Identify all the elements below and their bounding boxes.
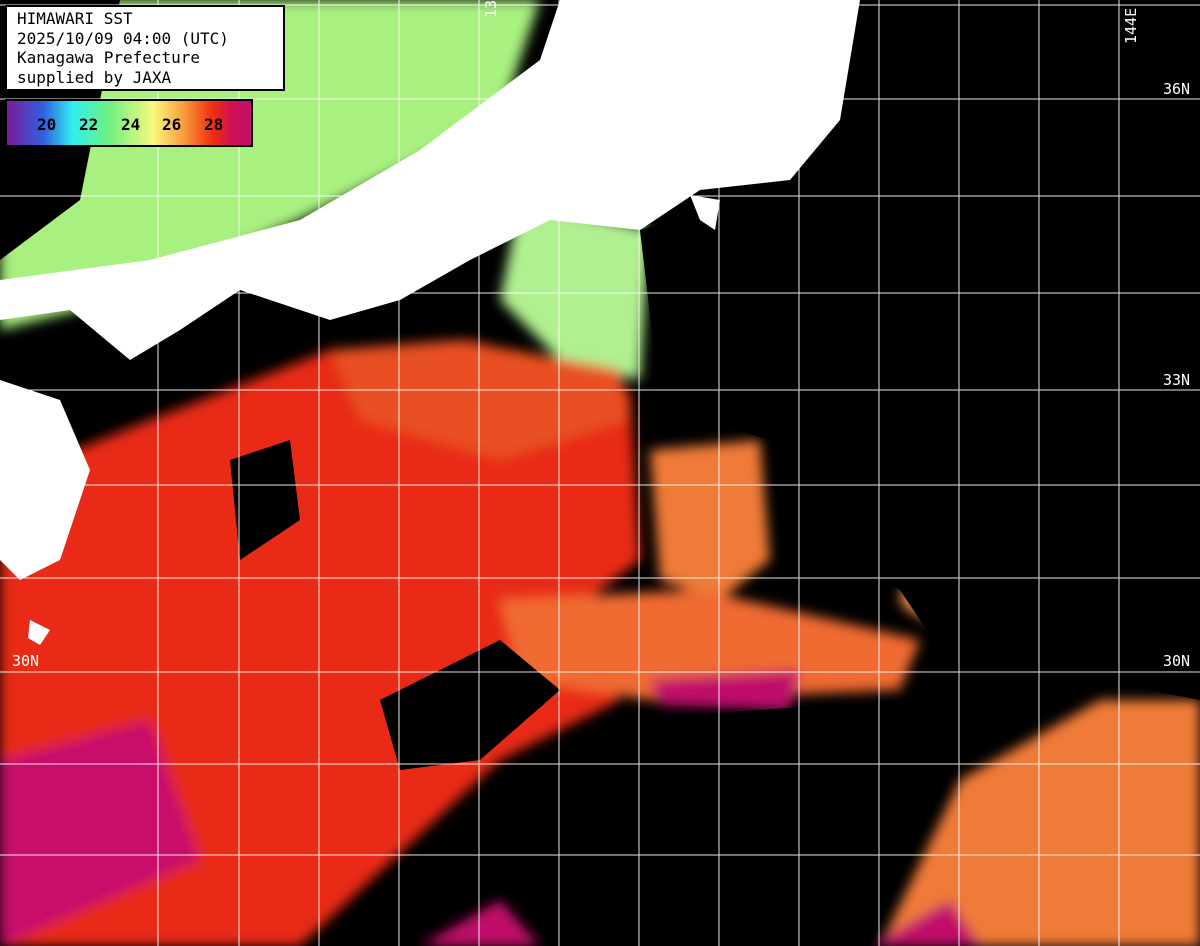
scale-tick: 22 [79, 115, 99, 134]
lat-label-30n-left: 30N [12, 652, 40, 670]
timestamp: 2025/10/09 04:00 (UTC) [17, 28, 229, 48]
lon-label-144e: 144E [1122, 7, 1140, 44]
sst-hot [420, 900, 540, 946]
sst-orange [880, 700, 1200, 946]
sst-orange [650, 440, 770, 600]
map-title: HIMAWARI SST [17, 9, 133, 28]
sst-hot [0, 720, 200, 946]
land [0, 0, 860, 645]
lat-label-33n: 33N [1163, 371, 1191, 389]
scale-tick: 26 [162, 115, 182, 134]
scale-tick: 28 [204, 115, 224, 134]
region-label: Kanagawa Prefecture [17, 48, 201, 67]
scale-tick: 20 [37, 115, 57, 134]
sst-hot [650, 670, 800, 710]
info-box: HIMAWARI SST 2025/10/09 04:00 (UTC) Kana… [5, 5, 285, 91]
credit-label: supplied by JAXA [17, 67, 172, 87]
sst-hot [870, 900, 980, 946]
lon-label-136e: 136E [482, 0, 500, 18]
sst-warm-main [330, 340, 630, 460]
scale-tick: 24 [121, 115, 141, 134]
lat-label-36n: 36N [1163, 80, 1191, 98]
sst-coastal-cool [500, 200, 650, 380]
lat-label-30n-right: 30N [1163, 652, 1191, 670]
color-scale-legend: 20 22 24 26 28 [5, 99, 253, 147]
